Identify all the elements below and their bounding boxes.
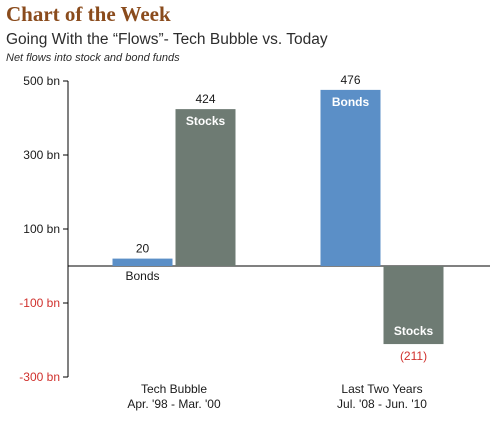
chart-note: Net flows into stock and bond funds <box>6 52 180 64</box>
bar-value-label: 476 <box>340 73 360 87</box>
x-category-label: Apr. '98 - Mar. '00 <box>127 397 221 411</box>
bar-series-label: Stocks <box>394 324 434 338</box>
y-tick-label: 500 bn <box>23 74 60 88</box>
chart-subtitle: Going With the “Flows”- Tech Bubble vs. … <box>6 31 328 48</box>
y-tick-label: 300 bn <box>23 148 60 162</box>
y-tick-label: -100 bn <box>19 296 60 310</box>
bar-series-label: Bonds <box>125 269 159 283</box>
bar-bonds <box>320 89 381 266</box>
bar-stocks <box>383 266 444 345</box>
y-tick-label: -300 bn <box>19 370 60 384</box>
bar-stocks <box>175 109 236 267</box>
bar-value-label: 20 <box>136 242 150 256</box>
bar-bonds <box>112 258 173 266</box>
x-category-label: Jul. '08 - Jun. '10 <box>337 397 427 411</box>
x-category-label: Tech Bubble <box>141 382 207 396</box>
chart-header: Chart of the Week Going With the “Flows”… <box>6 0 496 65</box>
y-tick-label: 100 bn <box>23 222 60 236</box>
x-category-label: Last Two Years <box>341 382 422 396</box>
bar-value-label: 424 <box>195 92 215 106</box>
page-title: Chart of the Week <box>6 2 171 26</box>
bar-series-label: Bonds <box>332 95 370 109</box>
bar-value-label: (211) <box>400 349 427 363</box>
bar-series-label: Stocks <box>186 114 226 128</box>
